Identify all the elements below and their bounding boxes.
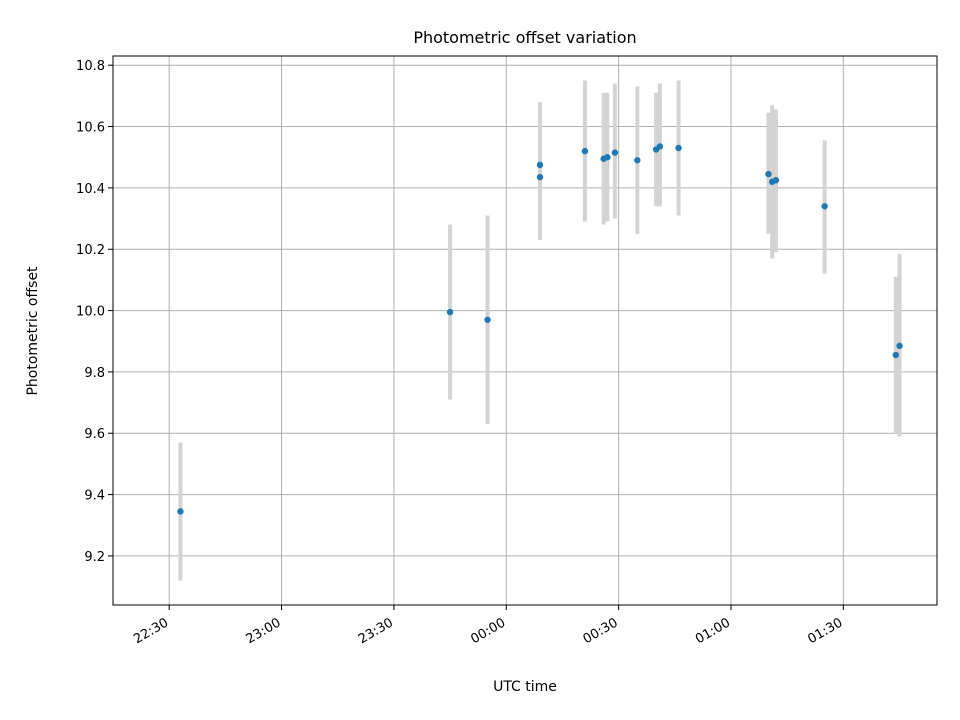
- data-point: [772, 177, 780, 184]
- data-point: [765, 170, 772, 178]
- data-point: [177, 508, 184, 515]
- data-point: [675, 144, 682, 152]
- y-tick-label: 9.6: [84, 427, 105, 442]
- data-point: [656, 143, 664, 150]
- y-tick-label: 10.8: [76, 59, 105, 74]
- data-point: [896, 342, 903, 350]
- y-tick-label: 10.6: [76, 121, 105, 136]
- chart-title: Photometric offset variation: [413, 28, 636, 47]
- data-point: [446, 308, 454, 316]
- data-point: [581, 147, 589, 155]
- y-tick-label: 10.4: [76, 182, 105, 197]
- grid-layer: [113, 56, 937, 605]
- data-point: [611, 149, 619, 156]
- y-tick-label: 10.0: [76, 305, 105, 320]
- data-point: [484, 316, 491, 323]
- y-tick-label: 9.4: [84, 489, 105, 504]
- data-point: [634, 157, 641, 164]
- y-tick-label: 9.2: [84, 550, 105, 565]
- data-point: [536, 161, 544, 169]
- data-point: [821, 203, 828, 210]
- y-axis-label: Photometric offset: [25, 266, 41, 396]
- data-point: [536, 173, 544, 181]
- data-point: [604, 154, 611, 161]
- data-point: [892, 351, 899, 359]
- plot-frame: [112, 55, 938, 606]
- y-tick-label: 9.8: [84, 366, 105, 381]
- point-layer: [177, 143, 903, 515]
- x-axis-label: UTC time: [493, 679, 557, 695]
- y-tick-label: 10.2: [76, 243, 105, 258]
